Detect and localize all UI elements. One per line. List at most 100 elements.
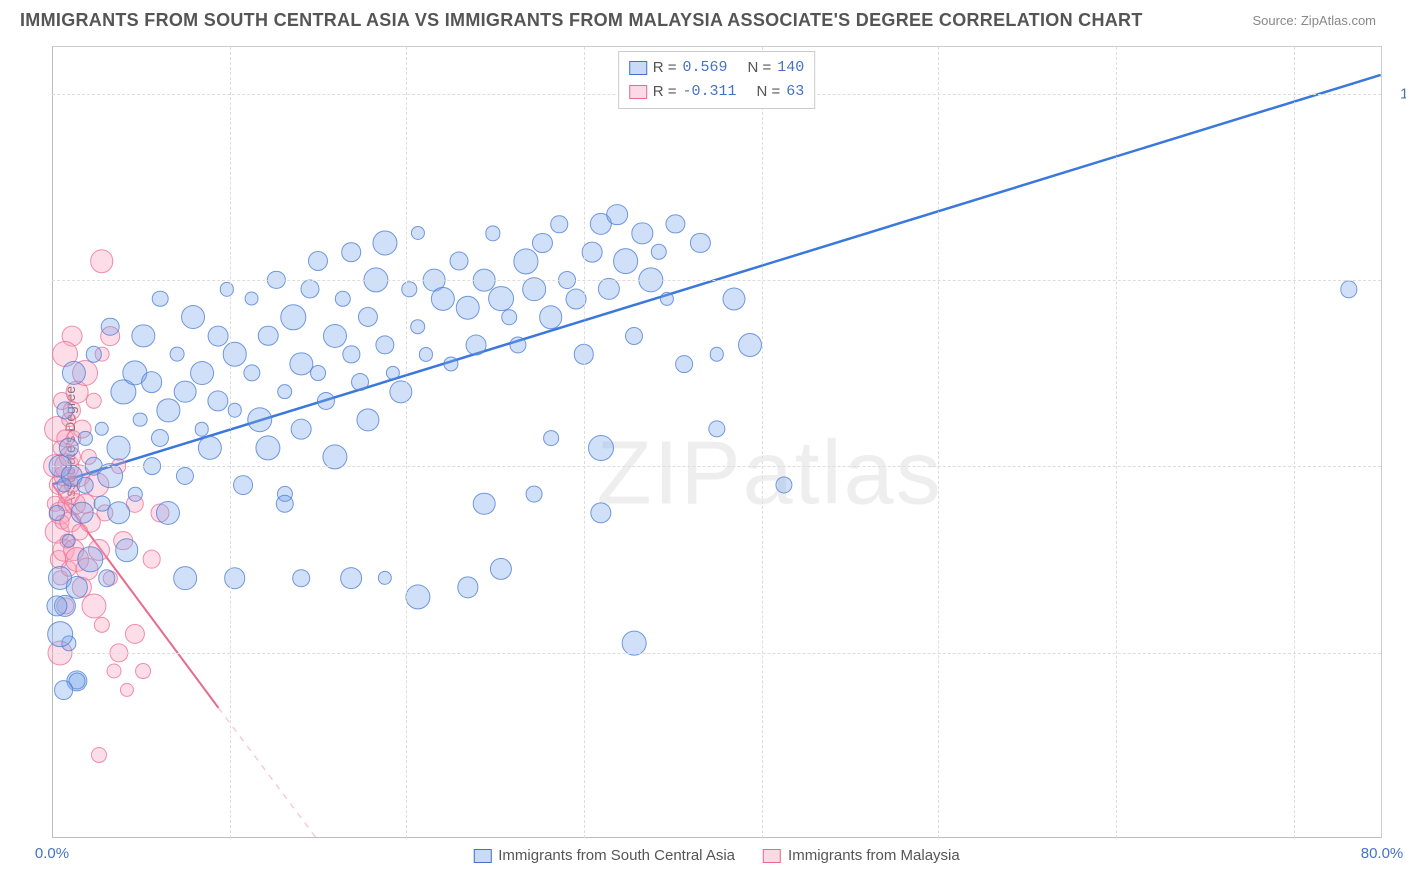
grid-line-v <box>406 47 407 838</box>
scatter-point <box>710 347 724 361</box>
scatter-point <box>405 584 430 609</box>
scatter-point <box>402 282 417 297</box>
scatter-point <box>431 286 455 310</box>
scatter-point <box>419 347 433 361</box>
x-tick-label: 80.0% <box>1361 845 1404 862</box>
scatter-point <box>94 617 110 633</box>
legend-swatch-pink <box>763 849 781 863</box>
scatter-point <box>675 355 693 373</box>
y-tick-label: 100.0% <box>1391 85 1406 102</box>
n-value: 63 <box>786 80 804 104</box>
scatter-point <box>410 319 426 335</box>
scatter-point <box>293 569 311 587</box>
scatter-point <box>54 680 74 700</box>
y-tick-label: 80.0% <box>1391 271 1406 288</box>
scatter-point <box>258 326 279 347</box>
chart-plot-area: ZIPatlas R = 0.569 N = 140 R = -0.311 N … <box>52 46 1382 838</box>
scatter-point <box>223 342 248 367</box>
scatter-point <box>173 566 197 590</box>
scatter-point <box>582 242 603 263</box>
legend-swatch-blue <box>629 61 647 75</box>
scatter-point <box>151 429 169 447</box>
scatter-point <box>90 250 114 274</box>
correlation-legend: R = 0.569 N = 140 R = -0.311 N = 63 <box>618 51 816 109</box>
scatter-point <box>277 384 293 400</box>
scatter-point <box>115 538 139 562</box>
scatter-point <box>708 420 725 437</box>
scatter-point <box>78 431 92 445</box>
scatter-point <box>310 365 326 381</box>
grid-line-v <box>1116 47 1117 838</box>
scatter-point <box>775 476 792 493</box>
scatter-point <box>107 501 131 525</box>
grid-line-v <box>584 47 585 838</box>
scatter-point <box>244 291 259 306</box>
r-value: 0.569 <box>682 56 727 80</box>
scatter-point <box>219 282 233 296</box>
scatter-point <box>101 317 120 336</box>
scatter-point <box>190 361 214 385</box>
scatter-point <box>247 407 273 433</box>
scatter-point <box>317 392 335 410</box>
scatter-point <box>522 277 546 301</box>
scatter-point <box>243 364 260 381</box>
scatter-point <box>490 558 512 580</box>
legend-row: R = 0.569 N = 140 <box>629 56 805 80</box>
scatter-point <box>443 356 458 371</box>
scatter-point <box>141 372 163 394</box>
legend-item: Immigrants from Malaysia <box>763 847 960 864</box>
grid-line-h <box>52 280 1381 281</box>
legend-row: R = -0.311 N = 63 <box>629 80 805 104</box>
scatter-point <box>1340 281 1357 298</box>
scatter-point <box>690 233 710 253</box>
scatter-point <box>485 226 500 241</box>
scatter-point <box>280 304 305 329</box>
scatter-point <box>133 412 148 427</box>
scatter-point <box>198 436 222 460</box>
scatter-point <box>152 290 169 307</box>
grid-line-v <box>762 47 763 838</box>
scatter-point <box>120 683 134 697</box>
scatter-point <box>208 390 229 411</box>
scatter-point <box>450 252 469 271</box>
legend-swatch-pink <box>629 85 647 99</box>
scatter-point <box>291 419 312 440</box>
scatter-point <box>78 547 103 572</box>
scatter-point <box>738 333 762 357</box>
scatter-point <box>142 550 161 569</box>
scatter-point <box>543 430 559 446</box>
scatter-point <box>340 567 362 589</box>
scatter-point <box>722 287 745 310</box>
r-value: -0.311 <box>682 80 736 104</box>
scatter-point <box>372 230 397 255</box>
scatter-point <box>169 347 184 362</box>
scatter-point <box>465 335 486 356</box>
scatter-point <box>590 502 611 523</box>
scatter-point <box>224 567 246 589</box>
scatter-point <box>598 278 620 300</box>
scatter-points-layer <box>52 47 1381 838</box>
scatter-point <box>613 248 639 274</box>
scatter-point <box>174 380 197 403</box>
x-tick-label: 0.0% <box>35 845 69 862</box>
scatter-point <box>588 435 614 461</box>
scatter-point <box>539 305 563 329</box>
scatter-point <box>49 505 65 521</box>
scatter-point <box>526 486 543 503</box>
scatter-point <box>457 577 478 598</box>
scatter-point <box>625 327 643 345</box>
n-value: 140 <box>777 56 804 80</box>
scatter-point <box>77 477 94 494</box>
scatter-point <box>386 366 400 380</box>
scatter-point <box>81 594 106 619</box>
scatter-point <box>473 492 496 515</box>
scatter-point <box>233 475 253 495</box>
legend-label: Immigrants from South Central Asia <box>498 847 735 864</box>
scatter-point <box>455 296 480 321</box>
scatter-point <box>660 291 674 305</box>
scatter-point <box>132 324 155 347</box>
scatter-point <box>501 309 517 325</box>
scatter-point <box>356 408 379 431</box>
scatter-point <box>351 373 369 391</box>
source-attribution: Source: ZipAtlas.com <box>1252 13 1376 28</box>
